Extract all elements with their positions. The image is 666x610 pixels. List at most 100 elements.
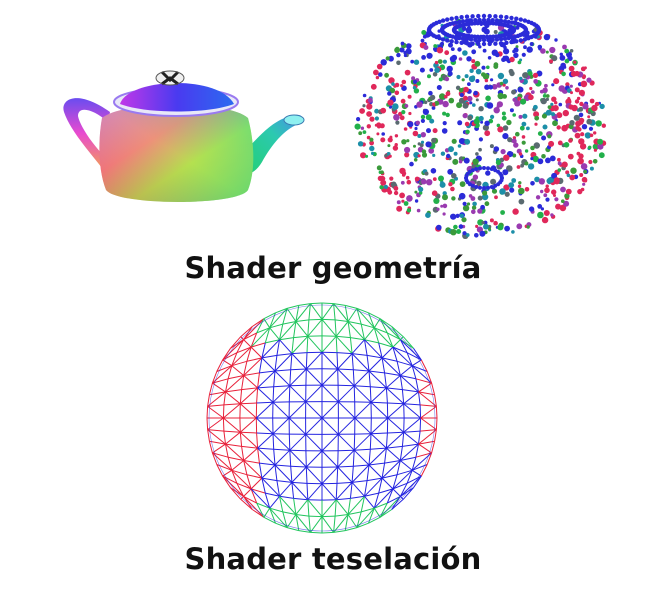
cloud-point xyxy=(543,193,548,198)
cloud-point xyxy=(496,123,501,128)
cloud-point xyxy=(566,173,571,178)
cloud-point xyxy=(520,163,524,168)
wireframe-edge xyxy=(348,511,362,515)
wireframe-edge xyxy=(335,335,353,354)
teapot-point-cloud xyxy=(340,0,625,245)
cloud-point xyxy=(475,152,479,156)
cloud-point xyxy=(580,163,588,170)
wireframe-edge xyxy=(274,464,278,481)
wireframe-edge xyxy=(335,321,349,337)
cloud-point xyxy=(475,98,479,102)
cloud-point xyxy=(557,161,562,166)
wireframe-edge xyxy=(250,488,258,504)
cloud-point xyxy=(567,153,574,160)
cloud-point xyxy=(595,120,602,127)
wireframe-edge xyxy=(261,477,280,497)
wireframe-edge xyxy=(384,372,401,376)
cloud-point xyxy=(362,93,367,98)
wireframe-edge xyxy=(305,450,323,468)
wireframe-edge xyxy=(353,370,370,387)
cloud-point xyxy=(442,100,449,108)
wireframe-edge xyxy=(255,417,274,435)
cloud-point xyxy=(502,78,509,85)
wireframe-edge xyxy=(387,495,401,504)
cloud-point xyxy=(481,65,486,70)
cloud-point xyxy=(446,153,451,159)
wireframe-edge xyxy=(239,432,243,447)
wireframe-edge xyxy=(370,447,387,450)
wireframe-edge xyxy=(321,351,339,370)
cloud-point xyxy=(503,55,510,62)
cloud-point xyxy=(519,98,527,105)
cloud-point xyxy=(555,203,562,210)
cloud-point xyxy=(444,50,450,56)
cloud-point xyxy=(487,13,492,19)
cloud-point xyxy=(523,45,527,50)
wireframe-edge xyxy=(309,303,323,320)
wireframe-edge xyxy=(272,401,290,419)
cloud-point xyxy=(448,97,455,104)
cloud-point xyxy=(358,131,363,136)
wireframe-edge xyxy=(353,433,372,451)
cloud-point xyxy=(359,108,365,114)
cloud-point xyxy=(478,166,482,171)
cloud-point xyxy=(482,190,488,196)
cloud-point xyxy=(401,139,407,145)
wireframe-edge xyxy=(275,307,288,314)
cloud-point xyxy=(500,149,506,155)
cloud-point xyxy=(578,89,585,96)
wireframe-edge xyxy=(261,477,266,494)
wireframe-edge xyxy=(418,391,435,396)
cloud-point xyxy=(447,71,453,77)
cloud-point xyxy=(503,184,510,191)
wireframe-edge xyxy=(293,335,308,339)
cloud-point xyxy=(538,178,545,185)
cloud-point xyxy=(515,131,520,137)
cloud-point xyxy=(466,56,472,62)
cloud-point xyxy=(396,60,401,66)
wireframe-edge xyxy=(415,378,419,392)
cloud-point xyxy=(537,44,543,50)
cloud-point xyxy=(487,41,492,47)
cloud-point xyxy=(498,41,504,46)
cloud-point xyxy=(494,195,498,200)
cloud-point xyxy=(493,107,500,114)
wireframe-edge xyxy=(263,318,271,329)
wireframe-edge xyxy=(347,308,358,322)
cloud-point xyxy=(458,138,466,145)
cloud-point xyxy=(474,60,481,67)
cloud-point xyxy=(425,141,432,148)
wireframe-edge xyxy=(269,323,283,329)
wireframe-edge xyxy=(225,391,241,405)
wireframe-edge xyxy=(403,403,421,406)
wireframe-edge xyxy=(263,507,271,518)
cloud-point xyxy=(462,102,469,109)
wireframe-edge xyxy=(321,515,336,518)
wireframe-edge xyxy=(269,507,283,513)
cloud-point xyxy=(431,106,436,110)
wireframe-edge xyxy=(261,339,280,359)
cloud-point xyxy=(387,99,394,106)
wireframe-edge xyxy=(293,321,297,338)
wireframe-edge xyxy=(337,353,353,370)
cloud-point xyxy=(470,14,475,19)
wireframe-edge xyxy=(367,354,383,359)
cloud-point xyxy=(427,74,431,79)
cloud-point xyxy=(489,218,494,223)
wireframe-edge xyxy=(321,417,339,435)
wireframe-edge xyxy=(259,370,276,374)
wireframe-edge xyxy=(257,433,274,449)
cloud-point xyxy=(512,49,516,54)
wireframe-edge xyxy=(223,430,241,433)
wireframe-edge xyxy=(274,464,293,483)
wireframe-edge xyxy=(333,303,349,322)
cloud-point xyxy=(421,178,427,185)
cloud-point xyxy=(553,78,560,85)
wireframe-edge xyxy=(321,384,339,403)
cloud-point xyxy=(440,37,446,42)
cloud-point xyxy=(486,166,490,171)
cloud-point xyxy=(517,86,524,93)
wireframe-edge xyxy=(344,305,349,322)
cloud-point xyxy=(441,128,448,134)
cloud-point xyxy=(597,138,604,145)
